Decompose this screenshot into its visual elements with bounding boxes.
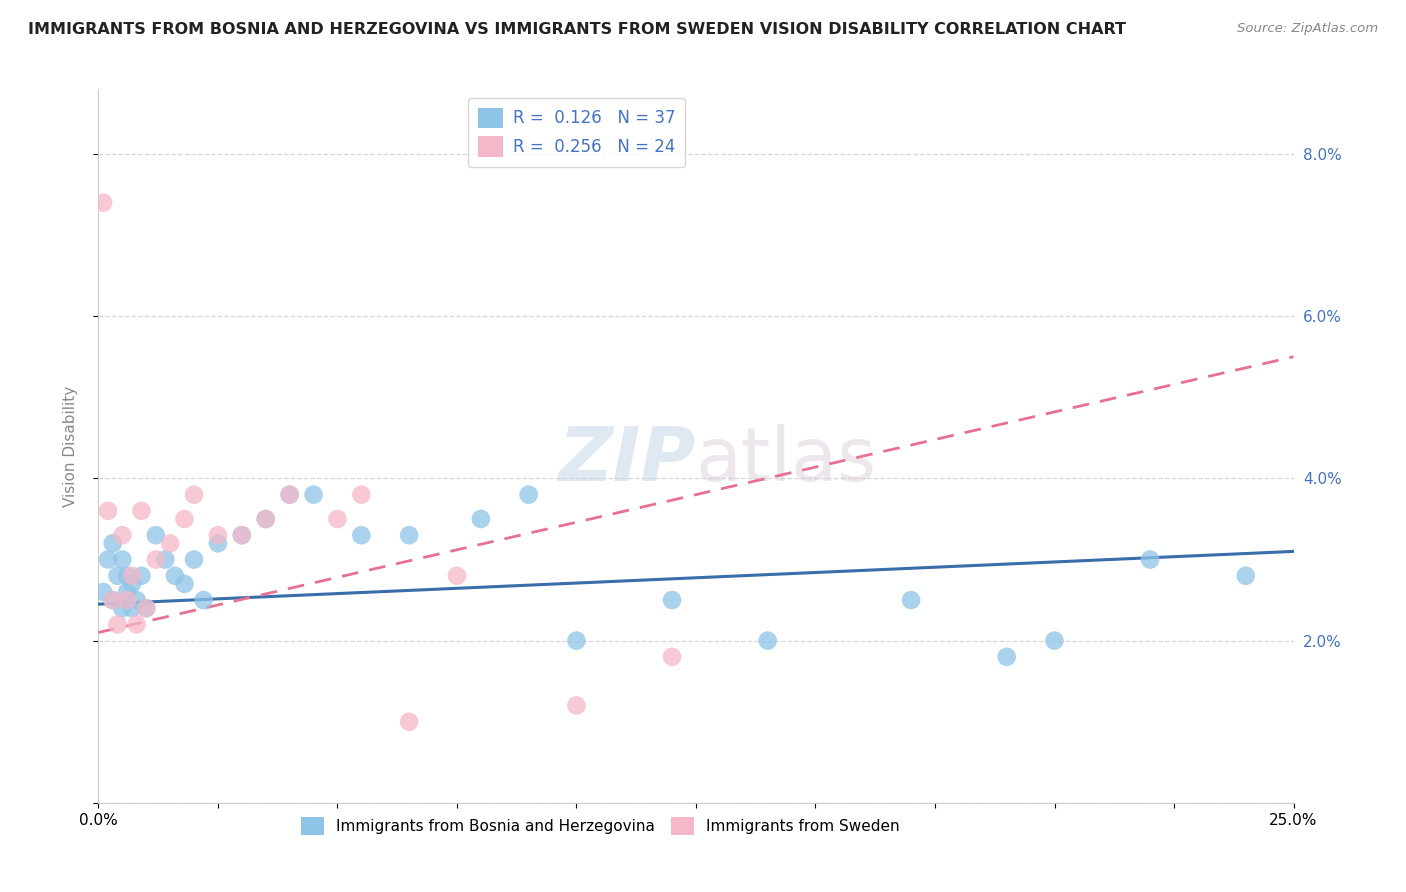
Point xyxy=(131,568,153,582)
Point xyxy=(278,488,301,502)
Point xyxy=(101,593,124,607)
Point xyxy=(995,649,1018,664)
Point xyxy=(470,512,492,526)
Point xyxy=(302,488,325,502)
Point xyxy=(107,617,129,632)
Point xyxy=(900,593,922,607)
Point xyxy=(661,649,683,664)
Point xyxy=(350,488,373,502)
Point xyxy=(111,528,134,542)
Point xyxy=(159,536,181,550)
Point xyxy=(125,593,148,607)
Text: ZIP: ZIP xyxy=(558,424,696,497)
Point xyxy=(231,528,253,542)
Point xyxy=(517,488,540,502)
Text: IMMIGRANTS FROM BOSNIA AND HERZEGOVINA VS IMMIGRANTS FROM SWEDEN VISION DISABILI: IMMIGRANTS FROM BOSNIA AND HERZEGOVINA V… xyxy=(28,22,1126,37)
Point xyxy=(91,195,114,210)
Text: atlas: atlas xyxy=(696,424,877,497)
Point xyxy=(97,552,120,566)
Point xyxy=(155,552,177,566)
Point xyxy=(207,536,229,550)
Point xyxy=(101,593,124,607)
Point xyxy=(565,633,588,648)
Point xyxy=(183,552,205,566)
Point xyxy=(111,601,134,615)
Point xyxy=(135,601,157,615)
Point xyxy=(326,512,349,526)
Point xyxy=(97,504,120,518)
Point xyxy=(145,528,167,542)
Legend: Immigrants from Bosnia and Herzegovina, Immigrants from Sweden: Immigrants from Bosnia and Herzegovina, … xyxy=(295,811,905,841)
Point xyxy=(398,528,420,542)
Y-axis label: Vision Disability: Vision Disability xyxy=(63,385,77,507)
Point xyxy=(183,488,205,502)
Point xyxy=(115,568,138,582)
Point xyxy=(254,512,277,526)
Point xyxy=(756,633,779,648)
Point xyxy=(173,512,195,526)
Point xyxy=(446,568,468,582)
Point xyxy=(131,504,153,518)
Point xyxy=(121,577,143,591)
Point xyxy=(173,577,195,591)
Point xyxy=(398,714,420,729)
Point xyxy=(231,528,253,542)
Point xyxy=(115,593,138,607)
Point xyxy=(121,601,143,615)
Point xyxy=(107,568,129,582)
Point xyxy=(91,585,114,599)
Point xyxy=(193,593,215,607)
Point xyxy=(1234,568,1257,582)
Point xyxy=(101,536,124,550)
Point xyxy=(125,617,148,632)
Text: Source: ZipAtlas.com: Source: ZipAtlas.com xyxy=(1237,22,1378,36)
Point xyxy=(163,568,186,582)
Point xyxy=(350,528,373,542)
Point xyxy=(135,601,157,615)
Point xyxy=(278,488,301,502)
Point xyxy=(145,552,167,566)
Point xyxy=(121,568,143,582)
Point xyxy=(1139,552,1161,566)
Point xyxy=(661,593,683,607)
Point xyxy=(207,528,229,542)
Point xyxy=(254,512,277,526)
Point xyxy=(111,552,134,566)
Point xyxy=(565,698,588,713)
Point xyxy=(1043,633,1066,648)
Point xyxy=(115,585,138,599)
